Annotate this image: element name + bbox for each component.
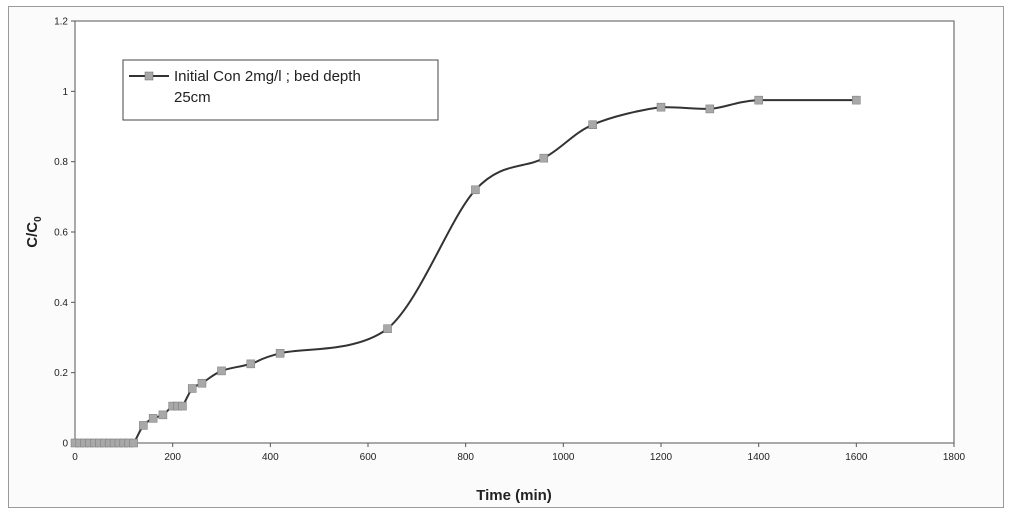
y-tick-label: 1 xyxy=(62,87,68,98)
x-tick-label: 1200 xyxy=(650,452,673,463)
series-layer xyxy=(70,95,861,448)
y-tick-label: 0.8 xyxy=(54,157,68,168)
x-tick-label: 200 xyxy=(164,452,181,463)
data-point-marker xyxy=(754,95,763,105)
data-point-marker xyxy=(187,384,197,393)
data-point-marker xyxy=(539,153,549,163)
data-point-marker xyxy=(178,401,187,411)
x-axis-title: Time (min) xyxy=(476,487,552,504)
x-tick-label: 600 xyxy=(360,452,377,463)
y-tick-label: 0 xyxy=(62,439,68,450)
y-tick-label: 0.2 xyxy=(54,368,68,379)
x-tick-label: 400 xyxy=(262,452,279,463)
y-tick-label: 0.4 xyxy=(54,298,68,309)
y-axis-title: C/C0 xyxy=(24,216,44,248)
chart-frame: 0 0.2 0.4 0.6 0.8 1 1.2 0 200 400 600 800 1000 1200 1… xyxy=(8,6,1004,508)
y-axis-title-subscript: 0 xyxy=(33,216,44,222)
data-point-marker xyxy=(139,421,148,430)
data-point-marker xyxy=(217,366,226,376)
x-tick-label: 0 xyxy=(72,452,78,463)
data-point-marker xyxy=(129,438,138,448)
y-tick-label: 1.2 xyxy=(54,17,68,28)
x-tick-label: 1000 xyxy=(552,452,575,463)
y-tick-label: 0.6 xyxy=(54,228,68,239)
data-point-marker xyxy=(197,378,207,388)
data-point-marker xyxy=(246,359,256,369)
x-tick-label: 800 xyxy=(457,452,474,463)
y-axis: 0 0.2 0.4 0.6 0.8 1 1.2 xyxy=(54,17,75,450)
x-tick-label: 1600 xyxy=(845,452,868,463)
x-tick-label: 1400 xyxy=(748,452,771,463)
data-point-marker xyxy=(656,102,666,112)
chart-svg: 0 0.2 0.4 0.6 0.8 1 1.2 0 200 400 600 800 1000 1200 1… xyxy=(24,17,966,505)
data-point-marker xyxy=(383,324,392,333)
data-point-marker xyxy=(705,104,715,114)
legend-label-line2: 25cm xyxy=(174,89,211,106)
legend-marker-swatch xyxy=(144,71,154,81)
y-axis-title-main: C/C xyxy=(24,222,41,248)
legend: Initial Con 2mg/l ; bed depth 25cm xyxy=(122,59,439,121)
data-point-marker xyxy=(471,185,480,195)
data-point-marker xyxy=(275,349,285,358)
x-tick-label: 1800 xyxy=(943,452,966,463)
data-point-marker xyxy=(588,120,597,129)
legend-box xyxy=(122,59,439,121)
data-point-marker xyxy=(852,95,861,105)
data-point-marker xyxy=(158,410,168,420)
x-axis: 0 200 400 600 800 1000 1200 1400 1600 1800 xyxy=(72,443,966,463)
legend-label-line1: Initial Con 2mg/l ; bed depth xyxy=(174,68,361,85)
data-point-marker xyxy=(148,414,158,423)
